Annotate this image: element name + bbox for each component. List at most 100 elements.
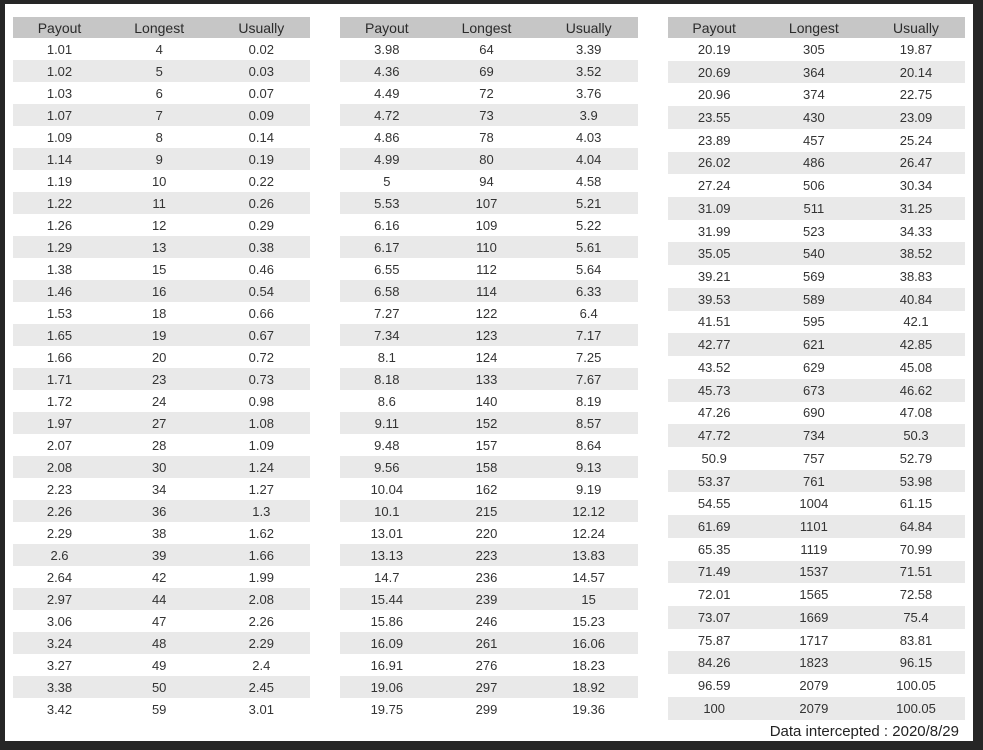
table-cell: 38.83 [899, 269, 933, 285]
table-cell: 4.72 [374, 107, 400, 123]
table-cell: 59 [151, 701, 167, 717]
table-cell: 8.18 [374, 371, 400, 387]
column-header: Payout [13, 17, 107, 38]
table-cell: 71.49 [697, 564, 731, 580]
table-cell: 9.11 [374, 415, 399, 431]
table-cell: 757 [802, 450, 825, 466]
table-cell: 3.9 [579, 107, 598, 123]
table-cell: 39 [151, 547, 167, 563]
table-cell: 47.72 [697, 428, 731, 444]
table-cell: 34.33 [899, 223, 933, 239]
table-cell: 64 [479, 41, 494, 57]
table-cell: 15.23 [572, 613, 605, 629]
table-cell: 1.27 [248, 481, 274, 497]
table-cell: 73.07 [697, 609, 731, 625]
table-cell: 16.06 [572, 635, 605, 651]
table-cell: 72 [479, 85, 494, 101]
table-cell: 40.84 [899, 291, 933, 307]
table-row: 13.13 223 13.83 [340, 544, 638, 566]
table-cell: 80 [479, 151, 494, 167]
table-row: 6.55 112 5.64 [340, 258, 637, 280]
table-cell: 31.09 [697, 200, 731, 216]
table-cell: 109 [475, 217, 498, 233]
table-cell: 14.57 [572, 569, 605, 585]
table-row: 6.58 114 6.33 [340, 280, 638, 302]
table-cell: 61.69 [697, 518, 731, 534]
table-cell: 2.97 [46, 591, 73, 607]
table-cell: 1565 [799, 587, 829, 603]
table-cell: 7.17 [576, 327, 602, 343]
table-cell: 2079 [799, 700, 829, 716]
table-cell: 1669 [799, 609, 829, 625]
table-cell: 70.99 [899, 541, 933, 557]
table-cell: 133 [475, 371, 498, 387]
table-cell: 75.87 [697, 632, 731, 648]
table-cell: 3.06 [46, 613, 73, 629]
table-cell: 236 [475, 569, 498, 585]
table-cell: 1004 [799, 496, 829, 512]
table-cell: 96.15 [899, 655, 933, 671]
table-cell: 25.24 [899, 132, 933, 148]
table-row: 27.24 506 30.34 [668, 174, 965, 197]
table-row: 54.55 1004 61.15 [668, 492, 965, 515]
table-row: 3.24 48 2.29 [13, 632, 311, 654]
table-cell: 3.42 [46, 701, 73, 717]
table-cell: 8.1 [377, 349, 396, 365]
table-cell: 47.08 [899, 405, 933, 421]
table-cell: 42.77 [697, 337, 731, 353]
table-cell: 15 [581, 591, 596, 607]
table-cell: 54.55 [697, 496, 731, 512]
table-row: 41.51 595 42.1 [668, 311, 965, 334]
table-cell: 2.45 [248, 679, 274, 695]
table-cell: 53.37 [697, 473, 731, 489]
payout-table-2: Payout Longest Usually 3.98 64 3.39 4.36 69 3.5… [340, 17, 638, 720]
table-row: 75.87 1717 83.81 [668, 629, 965, 652]
table-row: 8.1 124 7.25 [340, 346, 637, 368]
table-cell: 10.04 [370, 481, 404, 497]
table-cell: 15 [151, 261, 167, 277]
table-cell: 47 [151, 613, 167, 629]
table-row: 1.38 15 0.46 [13, 258, 310, 280]
table-row: 5.53 107 5.21 [340, 192, 638, 214]
table-cell: 4.58 [576, 173, 602, 189]
table-cell: 1.66 [46, 349, 73, 365]
table-cell: 0.26 [248, 195, 274, 211]
table-row: 13.01 220 12.24 [340, 522, 637, 544]
table-row: 50.9 757 52.79 [668, 447, 965, 470]
table-row: 100 2079 100.05 [667, 696, 965, 720]
table-cell: 1537 [799, 564, 829, 580]
table-row: 53.37 761 53.98 [667, 469, 965, 493]
table-cell: 78 [479, 129, 494, 145]
table-cell: 48 [151, 635, 167, 651]
table-cell: 5.22 [576, 217, 602, 233]
table-cell: 112 [476, 261, 497, 277]
table-cell: 13 [151, 239, 167, 255]
table-cell: 9.19 [576, 481, 602, 497]
table-cell: 16.09 [370, 635, 404, 651]
table-cell: 3.39 [576, 41, 602, 57]
table-cell: 1.29 [46, 239, 73, 255]
table-cell: 45.08 [899, 359, 933, 375]
table-cell: 9.48 [374, 437, 400, 453]
table-cell: 20 [151, 349, 167, 365]
table-cell: 61.15 [899, 496, 933, 512]
table-cell: 96.59 [697, 677, 731, 693]
table-cell: 0.98 [248, 393, 274, 409]
table-cell: 53.98 [899, 473, 933, 489]
table-row: 10.04 162 9.19 [340, 478, 637, 500]
table-row: 2.97 44 2.08 [13, 588, 311, 610]
table-cell: 42.85 [899, 337, 933, 353]
table-row: 8.6 140 8.19 [340, 390, 637, 412]
table-header: Payout Longest Usually [13, 17, 311, 38]
table-row: 3.27 49 2.4 [13, 654, 310, 676]
table-row: 39.53 589 40.84 [667, 287, 965, 311]
table-cell: 0.46 [248, 261, 274, 277]
column-header: Payout [340, 17, 434, 38]
table-cell: 100.05 [896, 677, 936, 693]
table-cell: 6.16 [374, 217, 400, 233]
table-row: 96.59 2079 100.05 [668, 674, 965, 697]
table-cell: 3.76 [576, 85, 602, 101]
table-cell: 72.58 [899, 587, 933, 603]
table-cell: 22.75 [899, 87, 933, 103]
table-cell: 0.19 [248, 151, 274, 167]
